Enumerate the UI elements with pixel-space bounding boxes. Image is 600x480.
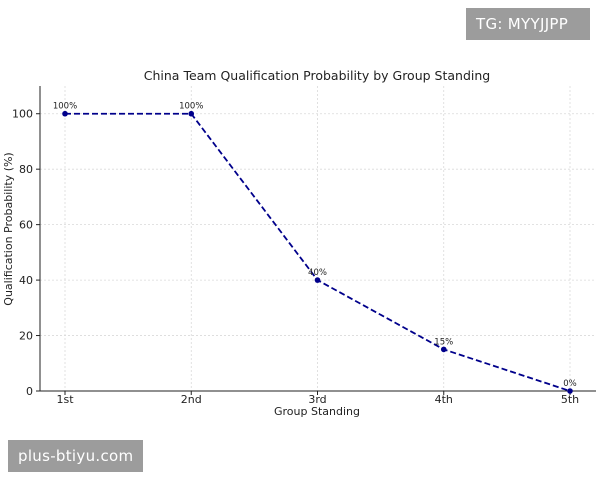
x-tick-label: 1st bbox=[56, 393, 74, 406]
x-tick-label: 2nd bbox=[181, 393, 202, 406]
axes: 0 20 40 60 80 100 1st 2nd 3rd 4th 5th bbox=[12, 86, 596, 406]
data-point bbox=[62, 110, 68, 117]
y-tick-label: 40 bbox=[19, 274, 33, 287]
x-tick-label: 5th bbox=[561, 393, 579, 406]
data-label: 40% bbox=[308, 268, 327, 278]
data-point bbox=[188, 110, 195, 117]
data-label: 100% bbox=[53, 102, 77, 112]
y-axis-label: Qualification Probability (%) bbox=[2, 152, 15, 305]
watermark-top: TG: MYYJJPP bbox=[466, 8, 590, 40]
data-label: 15% bbox=[434, 337, 453, 347]
y-tick-label: 20 bbox=[19, 330, 33, 343]
data-point bbox=[314, 277, 321, 283]
data-label: 0% bbox=[563, 379, 577, 389]
y-tick-label: 80 bbox=[19, 163, 33, 176]
y-tick-label: 100 bbox=[12, 108, 33, 121]
data-point bbox=[567, 388, 573, 394]
y-tick-label: 0 bbox=[26, 385, 33, 398]
x-tick-label: 4th bbox=[435, 393, 453, 406]
chart-title: China Team Qualification Probability by … bbox=[144, 68, 490, 83]
series-layer: 100% 100% 40% 15% 0% bbox=[53, 102, 577, 394]
x-axis-label: Group Standing bbox=[274, 405, 360, 418]
data-point bbox=[440, 346, 447, 353]
y-tick-label: 60 bbox=[19, 219, 33, 232]
watermark-bottom: plus-btiyu.com bbox=[8, 440, 144, 472]
data-label: 100% bbox=[179, 102, 203, 112]
x-tick-label: 3rd bbox=[308, 393, 326, 406]
